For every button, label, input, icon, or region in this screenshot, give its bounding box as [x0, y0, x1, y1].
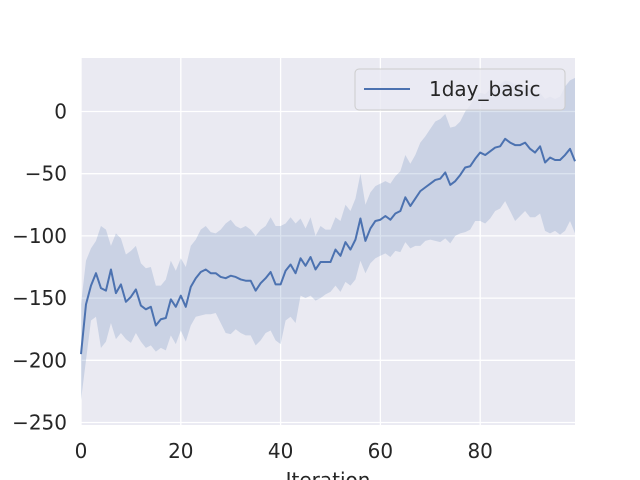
- y-tick-label: −50: [25, 162, 67, 186]
- x-tick-label: 20: [168, 439, 193, 463]
- x-axis-label: Iteration: [286, 468, 371, 480]
- x-tick-label: 40: [268, 439, 293, 463]
- plot-area: [81, 58, 575, 425]
- x-tick-label: 60: [368, 439, 393, 463]
- y-tick-label: −100: [12, 224, 67, 248]
- series-line: [80, 137, 576, 355]
- y-tick-label: −250: [12, 411, 67, 435]
- x-tick-label: 80: [467, 439, 492, 463]
- y-tick-label: −200: [12, 348, 67, 372]
- y-tick-labels: −250 −200 −150 −100 −50 0: [12, 99, 67, 434]
- y-tick-label: −150: [12, 286, 67, 310]
- grid-lines: [80, 58, 575, 425]
- x-tick-label: 0: [75, 439, 88, 463]
- y-tick-label: 0: [54, 99, 67, 123]
- legend-label-1day-basic: 1day_basic: [429, 77, 540, 101]
- legend-box: [354, 68, 566, 111]
- x-tick-labels: 0 20 40 60 80: [75, 439, 493, 463]
- series-confidence-band: [81, 77, 575, 401]
- legend: 1day_basic: [354, 68, 566, 111]
